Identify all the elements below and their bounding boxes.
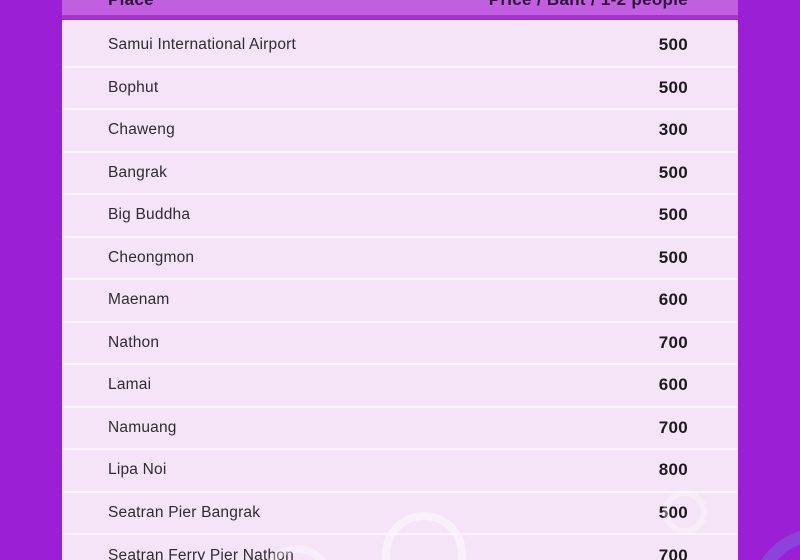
place-cell: Seatran Ferry Pier Nathon [108,547,294,560]
table-header-row: Place Price / Baht / 1-2 people [62,0,738,20]
price-cell: 500 [658,162,688,182]
table-row: Lamai 600 [62,365,738,408]
price-cell: 600 [658,375,688,395]
column-header-price: Price / Baht / 1-2 people [489,0,688,9]
place-cell: Maenam [108,291,170,309]
price-cell: 500 [658,247,688,267]
column-header-place: Place [108,0,154,9]
price-cell: 300 [658,120,688,140]
place-cell: Lipa Noi [108,461,167,479]
price-cell: 700 [658,417,688,437]
place-cell: Chaweng [108,121,175,139]
table-row: Big Buddha 500 [62,195,738,238]
place-cell: Cheongmon [108,248,195,266]
price-cell: 500 [658,205,688,225]
table-row: Bophut 500 [62,68,738,110]
price-cell: 700 [658,332,688,352]
price-table-card: Place Price / Baht / 1-2 people Samui In… [62,0,738,560]
place-cell: Big Buddha [108,206,191,224]
table-row: Bangrak 500 [62,153,738,195]
price-cell: 500 [658,35,688,55]
table-row: Maenam 600 [62,280,738,323]
table-row: Chaweng 300 [62,110,738,153]
table-row: Seatran Pier Bangrak 500 [62,493,738,535]
table-row: Samui International Airport 500 [62,25,738,68]
table-row: Cheongmon 500 [62,238,738,280]
table-row: Lipa Noi 800 [62,450,738,493]
place-cell: Bangrak [108,163,168,181]
place-cell: Bophut [108,78,159,96]
table-row: Seatran Ferry Pier Nathon 700 [62,535,738,560]
decor-ring-icon [750,528,800,560]
place-cell: Namuang [108,418,177,436]
place-cell: Samui International Airport [108,36,297,54]
price-cell: 500 [658,77,688,97]
table-body: Samui International Airport 500 Bophut 5… [62,20,738,560]
price-cell: 500 [658,502,688,522]
price-cell: 700 [658,546,688,560]
table-row: Namuang 700 [62,408,738,450]
place-cell: Seatran Pier Bangrak [108,503,261,521]
price-cell: 600 [658,290,688,310]
price-cell: 800 [658,460,688,480]
table-row: Nathon 700 [62,323,738,365]
place-cell: Nathon [108,333,160,351]
place-cell: Lamai [108,376,152,394]
